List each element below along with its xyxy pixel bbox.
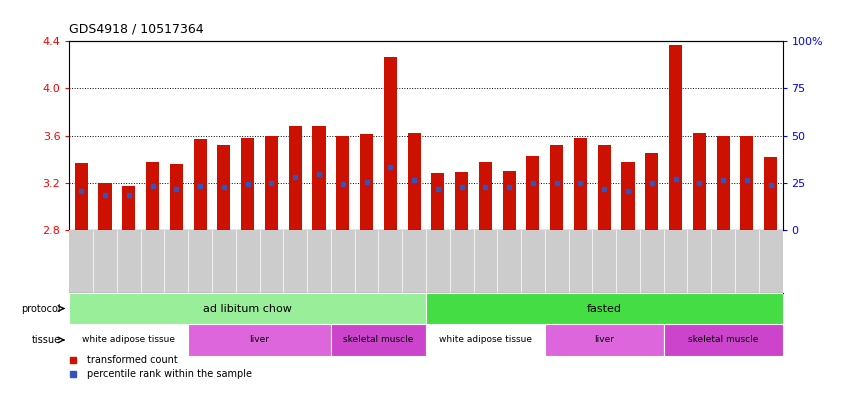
Bar bbox=[764, 157, 777, 230]
Bar bbox=[74, 163, 88, 230]
Bar bbox=[408, 133, 420, 230]
Text: transformed count: transformed count bbox=[87, 354, 178, 365]
Text: tissue: tissue bbox=[31, 335, 61, 345]
Bar bbox=[188, 324, 331, 356]
Bar bbox=[431, 173, 444, 230]
Text: skeletal muscle: skeletal muscle bbox=[343, 336, 414, 344]
Bar bbox=[669, 45, 682, 230]
Text: GDS4918 / 10517364: GDS4918 / 10517364 bbox=[69, 22, 204, 35]
Bar bbox=[426, 324, 545, 356]
Text: ad libitum chow: ad libitum chow bbox=[203, 303, 292, 314]
Bar bbox=[550, 145, 563, 230]
Bar bbox=[331, 324, 426, 356]
Bar bbox=[503, 171, 516, 230]
Text: protocol: protocol bbox=[21, 303, 61, 314]
Text: percentile rank within the sample: percentile rank within the sample bbox=[87, 369, 252, 379]
Bar bbox=[384, 57, 397, 230]
Bar bbox=[645, 153, 658, 230]
Bar bbox=[194, 139, 206, 230]
Text: skeletal muscle: skeletal muscle bbox=[688, 336, 758, 344]
Text: fasted: fasted bbox=[587, 303, 622, 314]
Bar bbox=[69, 293, 426, 324]
Bar bbox=[545, 324, 663, 356]
Bar bbox=[526, 156, 540, 230]
Bar bbox=[241, 138, 254, 230]
Bar bbox=[455, 172, 468, 230]
Bar bbox=[598, 145, 611, 230]
Bar bbox=[312, 126, 326, 230]
Bar bbox=[574, 138, 587, 230]
Bar bbox=[479, 162, 492, 230]
Bar bbox=[288, 126, 302, 230]
Bar bbox=[693, 133, 706, 230]
Bar bbox=[360, 134, 373, 230]
Bar bbox=[740, 136, 754, 230]
Bar bbox=[622, 162, 634, 230]
Bar bbox=[217, 145, 230, 230]
Text: white adipose tissue: white adipose tissue bbox=[439, 336, 532, 344]
Bar bbox=[717, 136, 729, 230]
Bar bbox=[98, 183, 112, 230]
Bar bbox=[336, 136, 349, 230]
Bar bbox=[426, 293, 783, 324]
Bar bbox=[146, 162, 159, 230]
Bar bbox=[265, 136, 278, 230]
Bar bbox=[123, 186, 135, 230]
Text: white adipose tissue: white adipose tissue bbox=[82, 336, 175, 344]
Bar bbox=[170, 164, 183, 230]
Bar bbox=[663, 324, 783, 356]
Text: liver: liver bbox=[250, 336, 270, 344]
Bar bbox=[69, 324, 188, 356]
Text: liver: liver bbox=[594, 336, 614, 344]
